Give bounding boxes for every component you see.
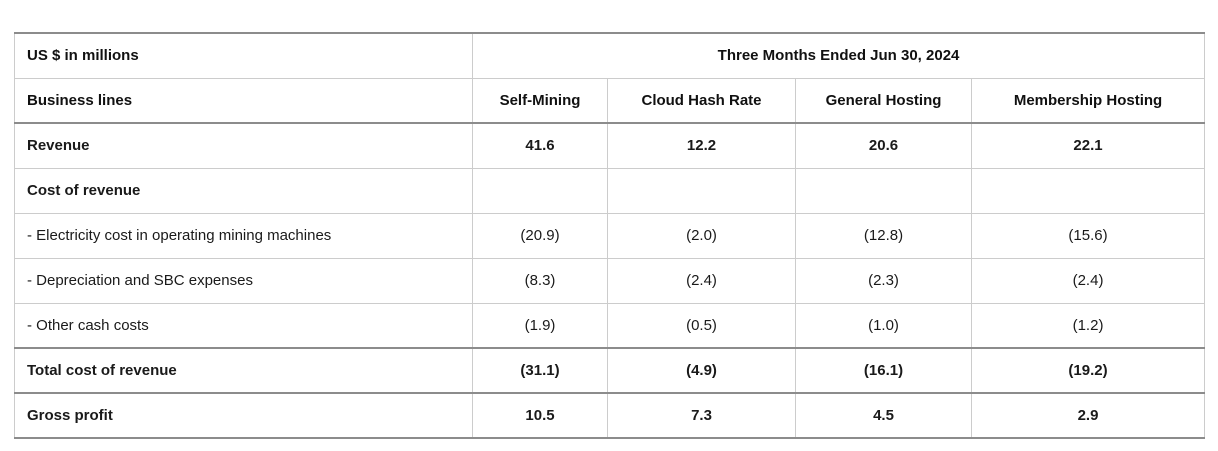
cell-value: (2.4): [970, 257, 1206, 304]
cell-value: (2.3): [795, 257, 972, 304]
row-label: Total cost of revenue: [14, 347, 473, 394]
cell-value: 2.9: [970, 392, 1206, 439]
cell-value: [607, 167, 796, 214]
column-header: Self-Mining: [472, 77, 608, 124]
cell-value: (20.9): [472, 212, 608, 259]
column-header-row: Business lines Self-Mining Cloud Hash Rat…: [14, 77, 1206, 124]
cell-value: (4.9): [607, 347, 796, 394]
cell-value: (15.6): [970, 212, 1206, 259]
row-label: Revenue: [14, 122, 473, 169]
cell-value: 41.6: [472, 122, 608, 169]
financial-segment-table: US $ in millions Three Months Ended Jun …: [14, 32, 1206, 439]
table-row: Gross profit 10.5 7.3 4.5 2.9: [14, 392, 1206, 439]
period-header: Three Months Ended Jun 30, 2024: [471, 32, 1206, 79]
cell-value: (0.5): [607, 302, 796, 349]
column-header: Membership Hosting: [970, 77, 1206, 124]
cell-value: 12.2: [607, 122, 796, 169]
table-row: - Other cash costs (1.9) (0.5) (1.0) (1.2): [14, 302, 1206, 349]
cell-value: (2.0): [607, 212, 796, 259]
cell-value: [472, 167, 608, 214]
table-row: Total cost of revenue (31.1) (4.9) (16.1) (1…: [14, 347, 1206, 394]
row-label: Cost of revenue: [14, 167, 473, 214]
cell-value: (1.0): [795, 302, 972, 349]
cell-value: 7.3: [607, 392, 796, 439]
cell-value: (19.2): [970, 347, 1206, 394]
row-label: - Electricity cost in operating mining m…: [14, 212, 473, 259]
period-header-row: US $ in millions Three Months Ended Jun …: [14, 32, 1206, 79]
cell-value: (2.4): [607, 257, 796, 304]
cell-value: 10.5: [472, 392, 608, 439]
row-label: - Depreciation and SBC expenses: [14, 257, 473, 304]
cell-value: 22.1: [970, 122, 1206, 169]
cell-value: 20.6: [795, 122, 972, 169]
table-row: - Electricity cost in operating mining m…: [14, 212, 1206, 259]
table-row: - Depreciation and SBC expenses (8.3) (2.4…: [14, 257, 1206, 304]
cell-value: (8.3): [472, 257, 608, 304]
cell-value: (31.1): [472, 347, 608, 394]
table-row: Revenue 41.6 12.2 20.6 22.1: [14, 122, 1206, 169]
column-header: Cloud Hash Rate: [607, 77, 796, 124]
row-label: Gross profit: [14, 392, 473, 439]
cell-value: (1.9): [472, 302, 608, 349]
cell-value: (12.8): [795, 212, 972, 259]
business-lines-header: Business lines: [14, 77, 473, 124]
row-label: - Other cash costs: [14, 302, 473, 349]
unit-label: US $ in millions: [14, 32, 473, 79]
table-row: Cost of revenue: [14, 167, 1206, 214]
column-header: General Hosting: [795, 77, 972, 124]
cell-value: [970, 167, 1206, 214]
cell-value: (1.2): [970, 302, 1206, 349]
cell-value: (16.1): [795, 347, 972, 394]
cell-value: 4.5: [795, 392, 972, 439]
cell-value: [795, 167, 972, 214]
